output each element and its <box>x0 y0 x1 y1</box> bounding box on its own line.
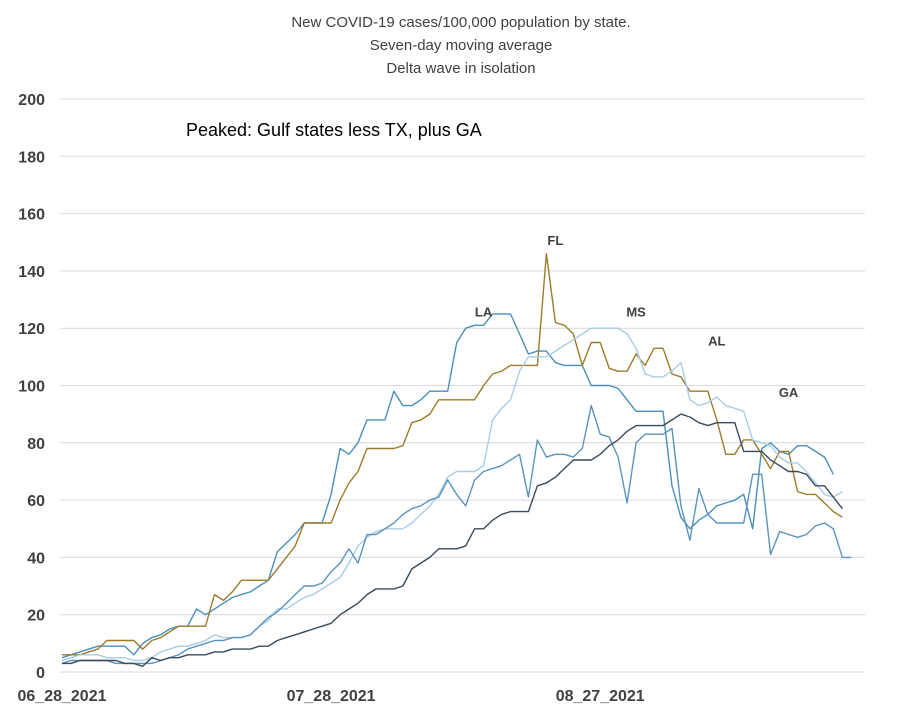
y-tick-label: 60 <box>27 493 45 510</box>
chart-annotation: Peaked: Gulf states less TX, plus GA <box>186 120 482 140</box>
y-tick-label: 120 <box>18 321 45 338</box>
gridlines <box>60 98 865 673</box>
series-lines <box>61 252 852 667</box>
y-tick-label: 80 <box>27 436 45 453</box>
series-label-la: LA <box>475 305 493 320</box>
y-tick-label: 160 <box>18 207 45 224</box>
series-line-al <box>61 404 852 665</box>
x-tick-label: 08_27_2021 <box>556 688 645 705</box>
y-tick-label: 200 <box>18 92 45 109</box>
chart-title-line-2: Seven-day moving average <box>370 37 553 54</box>
series-line-fl <box>62 252 843 656</box>
chart-title: New COVID-19 cases/100,000 population by… <box>291 14 630 77</box>
y-tick-label: 140 <box>18 264 45 281</box>
series-label-al: AL <box>708 333 725 348</box>
series-label-fl: FL <box>547 233 563 248</box>
y-tick-label: 0 <box>36 665 45 682</box>
chart-title-line-1: New COVID-19 cases/100,000 population by… <box>291 14 630 31</box>
y-axis-tick-labels: 0 20 40 60 80 100 120 140 160 180 200 <box>18 92 45 682</box>
series-labels: LA FL MS AL GA <box>475 233 799 400</box>
series-label-ga: GA <box>779 385 799 400</box>
y-tick-label: 40 <box>27 550 45 567</box>
chart-title-line-3: Delta wave in isolation <box>386 60 535 77</box>
x-tick-label: 06_28_2021 <box>18 688 107 705</box>
y-tick-label: 180 <box>18 149 45 166</box>
x-tick-label: 07_28_2021 <box>287 688 376 705</box>
y-tick-label: 100 <box>18 379 45 396</box>
x-axis-tick-labels: 06_28_2021 07_28_2021 08_27_2021 <box>18 688 645 705</box>
series-line-la <box>61 313 835 659</box>
series-line-ga <box>62 413 843 667</box>
series-line-ms <box>61 327 843 662</box>
y-tick-label: 20 <box>27 608 45 625</box>
series-label-ms: MS <box>626 305 646 320</box>
